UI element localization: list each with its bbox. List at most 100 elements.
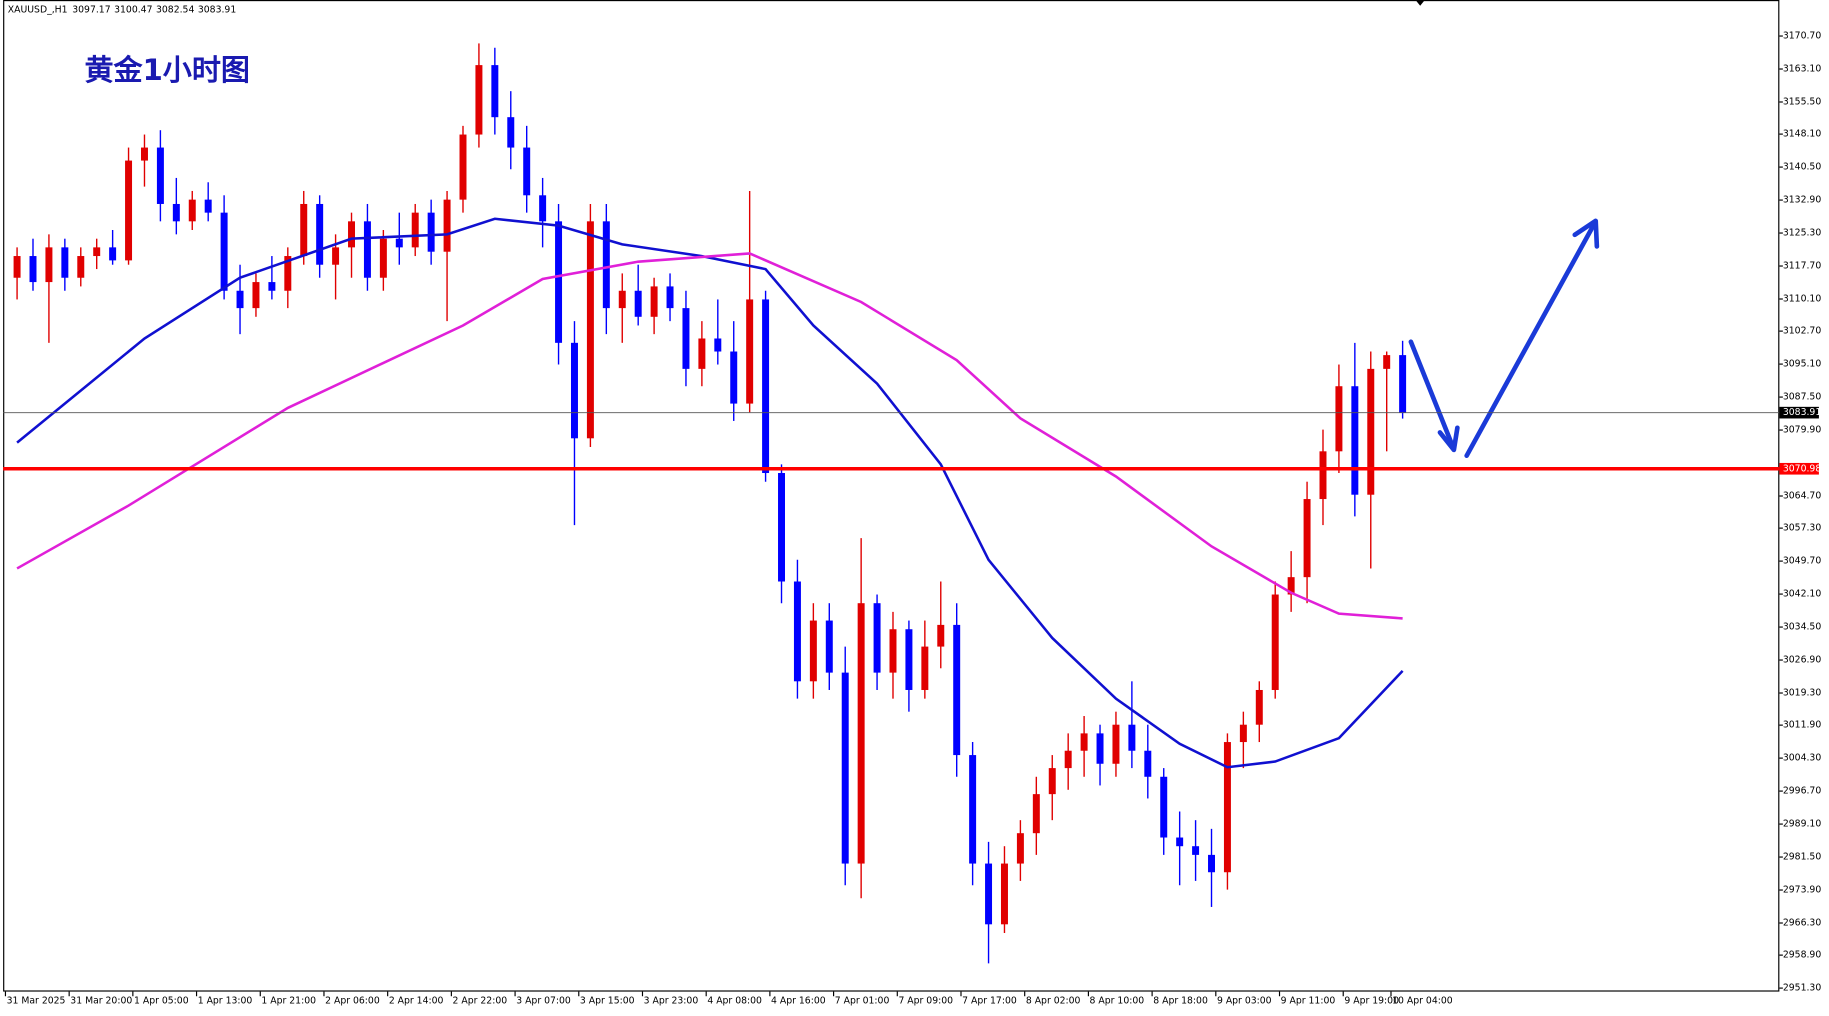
current-price-box xyxy=(1779,406,1819,419)
candle-body xyxy=(666,286,674,309)
x-tick-label: 31 Mar 20:00 xyxy=(70,995,132,1006)
y-tick-label: 3095.10 xyxy=(1783,359,1821,370)
candle-body xyxy=(1399,355,1407,413)
candle-body xyxy=(204,199,212,213)
candle-body xyxy=(363,221,371,278)
candle-body xyxy=(1048,768,1056,795)
candle-body xyxy=(873,603,881,673)
plot-frame xyxy=(3,0,1780,992)
y-tick-label: 2981.50 xyxy=(1783,852,1821,863)
candle-body xyxy=(730,351,738,404)
high: 3100.47 xyxy=(114,4,152,15)
candle-body xyxy=(841,672,849,864)
candle-body xyxy=(220,212,228,291)
candle-body xyxy=(1032,794,1040,834)
chart-title: 黄金1小时图 xyxy=(84,53,249,87)
close: 3083.91 xyxy=(198,4,236,15)
candle-body xyxy=(268,282,276,291)
candle-body xyxy=(921,646,929,690)
y-tick-label: 2989.10 xyxy=(1783,819,1821,830)
candle-body xyxy=(61,247,69,278)
candle-body xyxy=(1271,594,1279,690)
y-tick-label: 3117.70 xyxy=(1783,261,1821,272)
candle-body xyxy=(793,581,801,682)
candle-body xyxy=(809,620,817,682)
candle-body xyxy=(969,755,977,864)
candle-body xyxy=(475,65,483,135)
x-tick-label: 31 Mar 2025 xyxy=(7,995,66,1006)
x-tick-label: 9 Apr 19:00 xyxy=(1344,995,1399,1006)
y-tick-label: 3125.30 xyxy=(1783,228,1821,239)
y-tick-label: 3155.50 xyxy=(1783,96,1821,107)
candle-body xyxy=(1367,368,1375,495)
arrow-up-head xyxy=(1572,218,1600,249)
candle-body xyxy=(555,221,563,343)
x-tick-label: 9 Apr 03:00 xyxy=(1217,995,1272,1006)
candle-body xyxy=(188,199,196,222)
candle-body xyxy=(714,338,722,352)
candle-body xyxy=(459,134,467,200)
candle-body xyxy=(523,147,531,196)
candle-body xyxy=(1351,386,1359,495)
y-tick-label: 3102.70 xyxy=(1783,326,1821,337)
open: 3097.17 xyxy=(72,4,110,15)
candle-body xyxy=(618,290,626,309)
y-tick-label: 2958.90 xyxy=(1783,950,1821,961)
candle-body xyxy=(45,247,53,283)
candle-body xyxy=(1016,833,1024,864)
candle-body xyxy=(1208,854,1215,873)
candle-body xyxy=(602,221,610,309)
candle-body xyxy=(889,629,897,673)
x-tick-label: 9 Apr 11:00 xyxy=(1281,995,1336,1006)
x-tick-label: 8 Apr 18:00 xyxy=(1153,995,1208,1006)
y-tick-label: 3079.90 xyxy=(1783,425,1821,436)
arrow-down xyxy=(1408,339,1456,449)
candle-body xyxy=(1176,837,1184,847)
candle-body xyxy=(1383,355,1391,369)
candle-body xyxy=(1192,846,1200,855)
y-tick-label: 3034.50 xyxy=(1783,622,1821,633)
y-tick-label: 3163.10 xyxy=(1783,64,1821,75)
candle-body xyxy=(1096,733,1104,764)
arrow-down-head xyxy=(1437,425,1460,453)
y-tick-label: 3148.10 xyxy=(1783,129,1821,140)
candle-body xyxy=(1319,451,1327,500)
candle-body xyxy=(395,238,403,248)
candle-body xyxy=(427,212,435,252)
x-tick-label: 2 Apr 06:00 xyxy=(325,995,380,1006)
y-tick-label: 3057.30 xyxy=(1783,523,1821,534)
candle-body xyxy=(332,247,340,265)
candle-body xyxy=(300,203,308,257)
plot-area xyxy=(13,43,1407,964)
x-tick-label: 4 Apr 08:00 xyxy=(707,995,762,1006)
x-tick-label: 1 Apr 05:00 xyxy=(134,995,189,1006)
x-tick-label: 4 Apr 16:00 xyxy=(771,995,826,1006)
candle-body xyxy=(140,147,148,161)
candle-body xyxy=(586,221,594,439)
x-tick-label: 8 Apr 10:00 xyxy=(1090,995,1145,1006)
candle-body xyxy=(953,624,961,756)
candle-body xyxy=(77,256,85,278)
y-tick-label: 2973.90 xyxy=(1783,885,1821,896)
candle-body xyxy=(762,299,770,474)
y-tick-label: 3110.10 xyxy=(1783,294,1821,305)
y-tick-label: 3049.70 xyxy=(1783,556,1821,567)
candle-body xyxy=(443,199,451,252)
candle-body xyxy=(29,256,37,283)
y-tick-label: 3064.70 xyxy=(1783,491,1821,502)
candle-body xyxy=(316,203,324,265)
candle-body xyxy=(156,147,164,204)
y-tick-label: 3042.10 xyxy=(1783,589,1821,600)
candle-body xyxy=(1080,733,1088,751)
y-tick-label: 2966.30 xyxy=(1783,918,1821,929)
y-tick-label: 3170.70 xyxy=(1783,31,1821,42)
candle-body xyxy=(1223,742,1231,873)
candle-body xyxy=(1064,750,1072,769)
candle-body xyxy=(284,256,292,291)
arrow-up xyxy=(1464,223,1596,459)
candle-body xyxy=(236,290,244,309)
candle-body xyxy=(937,624,945,647)
candle-body xyxy=(13,256,21,278)
